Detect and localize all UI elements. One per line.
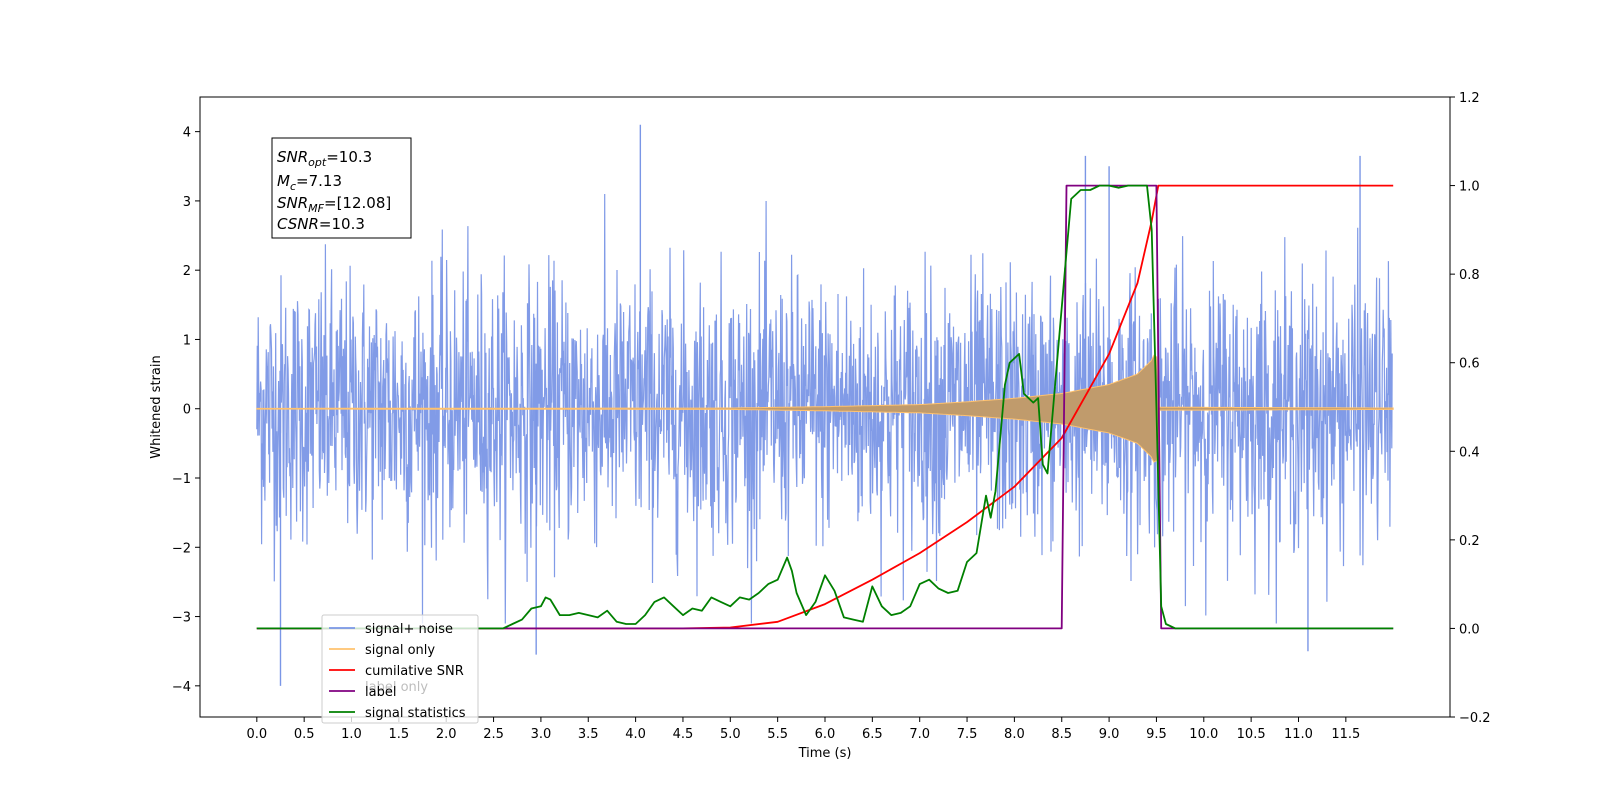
y-axis-right: 1.2 1.0 0.8 0.6 0.4 0.2 0.0 −0.2 [1450,91,1491,726]
x-tick-label: 2.0 [436,727,457,742]
x-tick-label: 11.0 [1284,727,1313,742]
signal-statistics-line [256,184,1394,630]
x-tick-label: 11.5 [1331,727,1360,742]
y2-tick-label: 0.0 [1459,622,1480,637]
x-tick-label: 9.0 [1099,727,1120,742]
y-tick-label: −1 [172,472,191,487]
info-box: SNRopt=10.3 Mc=7.13 SNRMF=[12.08] CSNR=1… [271,137,412,239]
x-tick-label: 4.5 [673,727,694,742]
series-layer [256,124,1394,686]
x-axis: 0.0 0.5 1.0 1.5 2.0 2.5 3.0 3.5 4.0 4.5 5.0 5.5 6.0 6… [246,717,1360,742]
info-csnr: CSNR=10.3 [277,215,365,233]
y-tick-label: 2 [183,264,191,279]
x-tick-label: 4.0 [625,727,646,742]
y-tick-label: −2 [172,541,191,556]
y2-tick-label: 0.6 [1459,357,1480,372]
x-tick-label: 7.5 [957,727,978,742]
legend-frame [321,614,479,724]
y2-tick-label: 0.4 [1459,445,1480,460]
legend: label only signal+ noise signal only cumil… [321,614,479,724]
x-axis-label: Time (s) [798,746,852,761]
info-snr-opt: SNRopt=10.3 [277,148,372,169]
x-tick-label: 1.5 [389,727,410,742]
legend-label: signal+ noise [365,622,453,637]
x-tick-label: 5.0 [720,727,741,742]
x-tick-label: 1.0 [341,727,362,742]
x-tick-label: 7.0 [909,727,930,742]
y2-tick-label: 1.2 [1459,91,1480,106]
x-tick-label: 3.5 [578,727,599,742]
info-snr-mf: SNRMF=[12.08] [277,194,391,215]
y-tick-label: −3 [172,611,191,626]
legend-label: signal only [365,643,435,658]
x-tick-label: 3.0 [531,727,552,742]
y-axis-left: 4 3 2 1 0 −1 −2 −3 −4 [172,126,200,695]
x-tick-label: 10.0 [1189,727,1218,742]
x-tick-label: 2.5 [483,727,504,742]
x-tick-label: 5.5 [767,727,788,742]
x-tick-label: 6.0 [815,727,836,742]
x-tick-label: 10.5 [1237,727,1266,742]
legend-label: label [365,685,396,700]
x-tick-label: 0.5 [294,727,315,742]
signal-only-area [256,354,1394,463]
y2-tick-label: 1.0 [1459,180,1480,195]
x-tick-label: 8.5 [1051,727,1072,742]
y-tick-label: 3 [183,195,191,210]
info-box-frame [271,137,412,239]
info-mc: Mc=7.13 [277,172,342,193]
y2-tick-label: 0.8 [1459,268,1480,283]
signal-noise-line [256,193,1393,624]
x-tick-label: 9.5 [1146,727,1167,742]
legend-label: cumilative SNR [365,664,464,679]
legend-hidden-label: label only [365,680,428,695]
x-tick-label: 0.0 [246,727,267,742]
y-tick-label: 4 [183,126,191,141]
x-tick-label: 8.0 [1004,727,1025,742]
y2-tick-label: 0.2 [1459,534,1480,549]
x-tick-label: 6.5 [862,727,883,742]
y-tick-label: 0 [183,403,191,418]
y-axis-label: Whitened strain [149,355,164,458]
y2-tick-label: −0.2 [1459,711,1491,726]
legend-label: signal statistics [365,706,466,721]
y-tick-label: −4 [172,680,191,695]
cumulative-snr-line [256,184,1394,630]
y-tick-label: 1 [183,333,191,348]
